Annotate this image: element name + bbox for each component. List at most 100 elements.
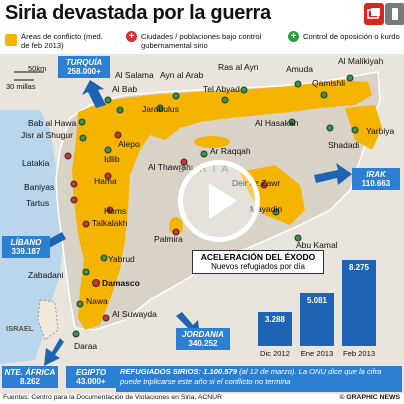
label-tel-abyad: Tel Abyad xyxy=(203,84,240,94)
legend-conflict-label: Áreas de conflicto (med. de feb 2013) xyxy=(21,32,103,50)
egypt-name: EGIPTO xyxy=(75,368,107,377)
marker-talkalakh xyxy=(82,220,90,228)
chart-title-box: ACELERACIÓN DEL ÉXODO Nuevos refugiados … xyxy=(192,250,324,274)
arrow-egypt xyxy=(44,338,64,366)
north-africa-name: NTE. ÁFRICA xyxy=(4,368,56,377)
refugees-text1: La ONU dice xyxy=(298,367,343,376)
info-glyph xyxy=(392,8,398,20)
exodus-chart: ACELERACIÓN DEL ÉXODO Nuevos refugiados … xyxy=(192,250,404,380)
label-shadadi: Shadadi xyxy=(328,140,360,150)
legend-gov-label: Ciudades / poblaciones bajo control gube… xyxy=(141,32,262,50)
label-amuda: Amuda xyxy=(286,64,313,74)
lebanon-box: LÍBANO 339.187 xyxy=(2,236,50,258)
lebanon-name: LÍBANO xyxy=(10,238,42,247)
marker-jisr-al-shugur xyxy=(79,134,87,142)
marker-nawa xyxy=(76,300,84,308)
turkey-box: TURQUÍA 258.000+ xyxy=(58,56,110,78)
iraq-box: IRAK 110.663 xyxy=(352,168,400,190)
label-al-suwayda: Al Suwayda xyxy=(112,309,157,319)
label-hama: Hama xyxy=(94,176,117,186)
marker-aleppo xyxy=(114,131,122,139)
marker-jarabulus xyxy=(156,104,164,112)
label-yarbiya: Yarbiya xyxy=(366,126,395,136)
label-qamishli: Qamishli xyxy=(312,78,346,88)
marker-shadadi xyxy=(326,124,334,132)
iraq-name: IRAK xyxy=(366,170,386,179)
chart-category-label: Feb 2013 xyxy=(342,349,376,358)
egypt-box: EGIPTO 43.000+ xyxy=(66,366,116,388)
label-palmyra: Palmira xyxy=(154,234,183,244)
label-jarabulus: Jarabulus xyxy=(142,104,179,114)
arrow-iraq xyxy=(314,163,352,185)
chart-bar-value: 3.288 xyxy=(264,315,286,324)
marker-qamishli xyxy=(320,91,328,99)
chart-subtitle: Nuevos refugiados por día xyxy=(211,262,305,271)
marker-tel-abyad xyxy=(221,96,229,104)
play-icon xyxy=(209,183,237,219)
chart-category-label: Dic 2012 xyxy=(260,349,290,358)
marker-al-suwayda xyxy=(102,314,110,322)
label-baniyas: Baniyas xyxy=(24,182,55,192)
marker-hama xyxy=(104,172,112,180)
label-ar-raqqah: Ar Raqqah xyxy=(210,146,251,156)
label-abu-kamal: Abu Kamal xyxy=(296,240,338,250)
chart-bar xyxy=(342,260,376,346)
refugees-date-note: (al 12 de marzo). xyxy=(239,367,297,376)
refugees-total: 1.100.579 xyxy=(203,367,237,376)
marker-ras-al-ayn xyxy=(240,86,248,94)
marker-al-salama xyxy=(104,96,112,104)
refugees-info-box: REFUGIADOS SIRIOS: 1.100.579 (al 12 de m… xyxy=(0,364,404,393)
refugees-text: REFUGIADOS SIRIOS: 1.100.579 (al 12 de m… xyxy=(116,366,402,392)
jordan-box: JORDANIA 340.252 xyxy=(176,328,230,350)
marker-amuda xyxy=(294,80,302,88)
label-al-hasakah: Al Hasakah xyxy=(255,118,299,128)
label-mayadin: Mayadin xyxy=(250,204,283,214)
scale-miles: 30 millas xyxy=(6,82,36,91)
iraq-refugees: 110.663 xyxy=(361,179,391,188)
marker-al-malikiyah xyxy=(346,74,354,82)
conflict-area-deir xyxy=(240,165,305,225)
label-talkalakh: Talkalakh xyxy=(92,218,128,228)
conflict-area-palmyra xyxy=(169,217,183,235)
scale-km: 50km xyxy=(28,64,47,73)
label-ras-al-ayn: Ras al Ayn xyxy=(218,62,259,72)
marker-palmyra xyxy=(172,228,180,236)
label-al-malikiyah: Al Malikiyah xyxy=(338,56,384,66)
label-daraa: Daraa xyxy=(74,341,98,351)
marker-abu-kamal xyxy=(294,234,302,242)
label-homs: Homs xyxy=(104,206,127,216)
marker-tartus xyxy=(70,196,78,204)
city-markers xyxy=(64,74,359,338)
chart-bar xyxy=(258,312,292,346)
label-al-thawrah: Al Thawrah xyxy=(148,162,191,172)
marker-zabadani xyxy=(82,268,90,276)
label-latakia: Latakia xyxy=(22,158,50,168)
jordan-refugees: 340.252 xyxy=(188,339,218,348)
label-zabadani: Zabadani xyxy=(28,270,64,280)
gov-control-icon: + xyxy=(126,31,137,42)
gallery-icon[interactable] xyxy=(364,3,384,25)
label-al-bab: Al Bab xyxy=(112,84,138,94)
egypt-refugees: 43.000+ xyxy=(76,377,106,386)
conflict-area-raqqah xyxy=(194,136,230,148)
conflict-swatch xyxy=(5,34,17,46)
chart-bar-value: 5.081 xyxy=(306,296,328,305)
footer-source: Fuentes: Centro para la Documentación de… xyxy=(3,394,223,401)
label-idlib: Idlib xyxy=(104,154,120,164)
arrow-turkey xyxy=(82,80,106,108)
footer: Fuentes: Centro para la Documentación de… xyxy=(0,394,404,404)
chart-bar-value: 8.275 xyxy=(348,263,370,272)
chart-category-label: Ene 2013 xyxy=(300,349,334,358)
marker-mayadin xyxy=(272,208,280,216)
page-title: Siria devastada por la guerra xyxy=(5,2,271,24)
info-icon[interactable] xyxy=(385,3,404,25)
chart-title: ACELERACIÓN DEL ÉXODO xyxy=(200,252,316,262)
label-israel: ISRAEL xyxy=(6,324,34,333)
refugees-label: REFUGIADOS SIRIOS: xyxy=(120,367,202,376)
opposition-control-icon: + xyxy=(288,31,299,42)
play-button[interactable] xyxy=(178,160,260,242)
label-yabrud: Yabrud xyxy=(108,254,135,264)
legend: Áreas de conflicto (med. de feb 2013) + … xyxy=(0,28,404,54)
north-africa-box: NTE. ÁFRICA 8.262 xyxy=(2,366,58,388)
marker-ayn-al-arab xyxy=(172,92,180,100)
